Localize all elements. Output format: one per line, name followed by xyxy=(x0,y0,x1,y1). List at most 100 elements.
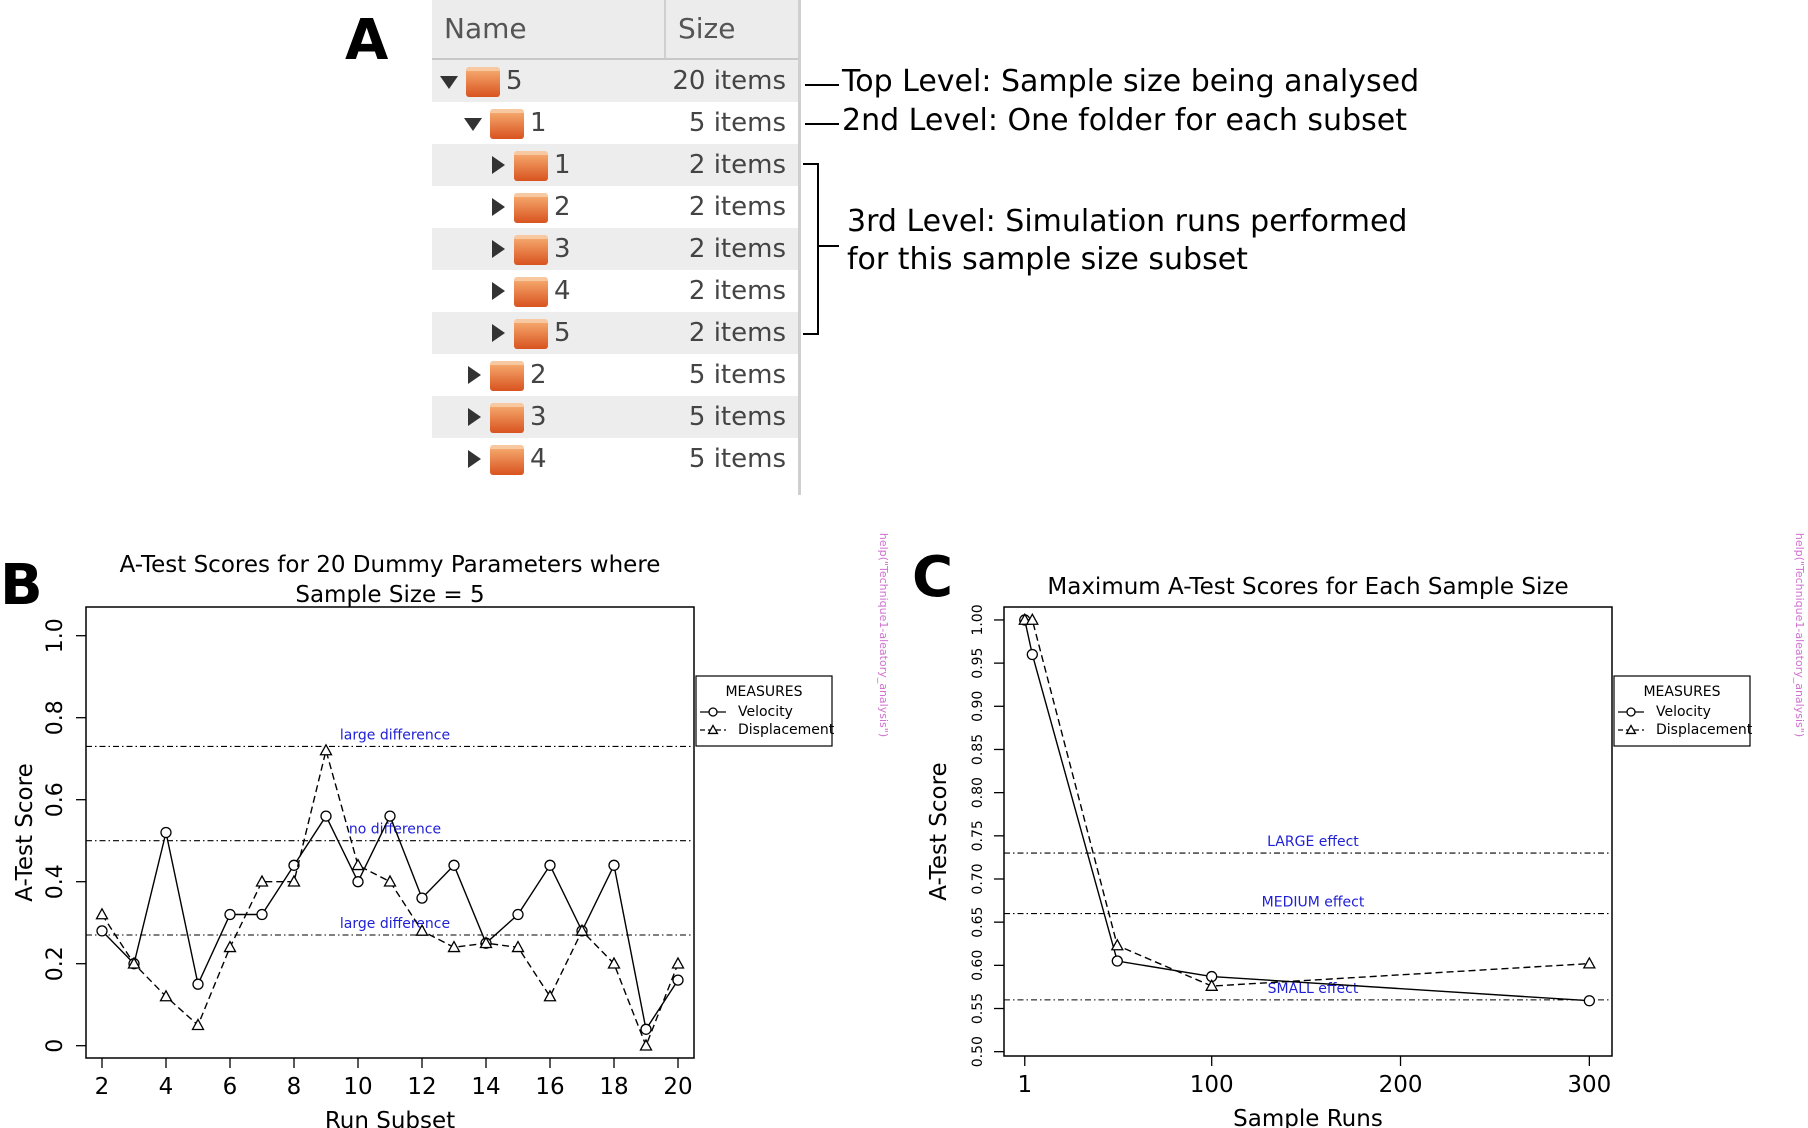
file-row[interactable]: 4 2 items xyxy=(432,270,798,312)
folder-name: 2 xyxy=(530,360,547,390)
folder-size: 2 items xyxy=(688,318,786,348)
column-header-size[interactable]: Size xyxy=(678,12,736,45)
legend-entry: Velocity xyxy=(1656,704,1711,720)
data-point-triangle xyxy=(383,874,397,887)
reference-line-label: LARGE effect xyxy=(1267,834,1359,850)
folder-icon xyxy=(514,193,548,223)
folder-icon xyxy=(466,67,500,97)
expand-arrow-right-icon[interactable] xyxy=(492,198,505,216)
data-point-circle xyxy=(352,876,364,888)
file-row[interactable]: 1 2 items xyxy=(432,144,798,186)
folder-name: 5 xyxy=(506,66,523,96)
y-tick-label: 0.50 xyxy=(970,1036,986,1067)
expand-arrow-right-icon[interactable] xyxy=(468,408,481,426)
column-separator[interactable] xyxy=(664,0,666,58)
x-tick-label: 6 xyxy=(223,1074,238,1100)
file-row[interactable]: 2 2 items xyxy=(432,186,798,228)
data-point-triangle xyxy=(127,956,141,969)
data-point-triangle xyxy=(543,989,557,1002)
file-row[interactable]: 5 2 items xyxy=(432,312,798,354)
expand-arrow-right-icon[interactable] xyxy=(468,366,481,384)
column-header-name[interactable]: Name xyxy=(444,12,527,45)
data-point-triangle xyxy=(1025,612,1039,625)
folder-size: 2 items xyxy=(688,192,786,222)
x-tick-label: 16 xyxy=(535,1074,564,1100)
x-axis-label: Run Subset xyxy=(325,1108,455,1128)
data-point-triangle xyxy=(707,724,719,735)
y-axis-label: A-Test Score xyxy=(926,762,952,900)
legend-title: MEASURES xyxy=(725,684,802,700)
folder-name: 5 xyxy=(554,318,571,348)
x-tick-label: 10 xyxy=(343,1074,372,1100)
legend-entry: Displacement xyxy=(738,722,835,738)
legend-entry: Velocity xyxy=(738,704,793,720)
data-point-triangle xyxy=(1582,956,1596,969)
y-tick-label: 0.70 xyxy=(970,863,986,894)
reference-line-label: large difference xyxy=(340,727,450,743)
help-note: help("Technique1-aleatory_analysis") xyxy=(1793,533,1806,737)
folder-icon xyxy=(490,445,524,475)
y-tick-label: 0.90 xyxy=(970,691,986,722)
connector-second-level xyxy=(805,123,839,125)
x-tick-label: 12 xyxy=(407,1074,436,1100)
folder-icon xyxy=(514,235,548,265)
folder-size: 5 items xyxy=(688,402,786,432)
data-point-triangle xyxy=(159,989,173,1002)
data-point-circle xyxy=(416,892,428,904)
panel-label-c: C xyxy=(912,545,954,610)
data-point-circle xyxy=(384,810,396,822)
data-point-circle xyxy=(288,859,300,871)
y-axis-label: A-Test Score xyxy=(12,763,38,901)
data-point-triangle xyxy=(415,923,429,936)
legend-entry: Displacement xyxy=(1656,722,1753,738)
chart-b: A-Test Scores for 20 Dummy Parameters wh… xyxy=(12,533,890,1128)
expand-arrow-right-icon[interactable] xyxy=(468,450,481,468)
data-point-triangle xyxy=(351,858,365,871)
data-point-circle xyxy=(1626,707,1636,717)
data-point-triangle xyxy=(479,936,493,949)
expand-arrow-right-icon[interactable] xyxy=(492,240,505,258)
file-row[interactable]: 5 20 items xyxy=(432,60,798,102)
annotation-third-level-line1: 3rd Level: Simulation runs performed xyxy=(847,204,1408,239)
y-tick-label: 0.2 xyxy=(43,946,68,981)
data-point-triangle xyxy=(639,1038,653,1051)
annotation-third-level-line2: for this sample size subset xyxy=(847,242,1248,277)
y-tick-label: 0.75 xyxy=(970,820,986,851)
file-row[interactable]: 2 5 items xyxy=(432,354,798,396)
data-point-triangle xyxy=(191,1018,205,1031)
data-point-triangle xyxy=(1110,938,1124,951)
expand-arrow-right-icon[interactable] xyxy=(492,324,505,342)
file-row[interactable]: 4 5 items xyxy=(432,438,798,480)
expand-arrow-right-icon[interactable] xyxy=(492,156,505,174)
file-row[interactable]: 1 5 items xyxy=(432,102,798,144)
x-tick-label: 4 xyxy=(159,1074,174,1100)
data-point-circle xyxy=(256,908,268,921)
y-tick-label: 1.00 xyxy=(970,604,986,635)
connector-third-level xyxy=(819,245,839,247)
data-point-circle xyxy=(448,859,460,871)
x-tick-label: 100 xyxy=(1190,1072,1234,1098)
expand-arrow-right-icon[interactable] xyxy=(492,282,505,300)
expand-arrow-down-icon[interactable] xyxy=(440,76,458,89)
folder-size: 2 items xyxy=(688,150,786,180)
connector-top-level xyxy=(805,84,839,86)
data-point-circle xyxy=(672,974,684,986)
file-row[interactable]: 3 2 items xyxy=(432,228,798,270)
data-point-circle xyxy=(608,859,620,871)
folder-name: 1 xyxy=(530,108,547,138)
y-tick-label: 0 xyxy=(43,1039,68,1053)
expand-arrow-down-icon[interactable] xyxy=(464,118,482,131)
chart-title: A-Test Scores for 20 Dummy Parameters wh… xyxy=(120,552,661,578)
x-tick-label: 20 xyxy=(663,1074,692,1100)
y-tick-label: 1.0 xyxy=(43,618,68,653)
folder-size: 2 items xyxy=(688,234,786,264)
data-point-circle xyxy=(512,908,524,921)
folder-icon xyxy=(514,319,548,349)
folder-name: 2 xyxy=(554,192,571,222)
y-tick-label: 0.80 xyxy=(970,777,986,808)
folder-size: 20 items xyxy=(672,66,786,96)
file-row[interactable]: 3 5 items xyxy=(432,396,798,438)
x-tick-label: 1 xyxy=(1017,1072,1032,1098)
y-tick-label: 0.6 xyxy=(43,782,68,817)
folder-name: 4 xyxy=(554,276,571,306)
